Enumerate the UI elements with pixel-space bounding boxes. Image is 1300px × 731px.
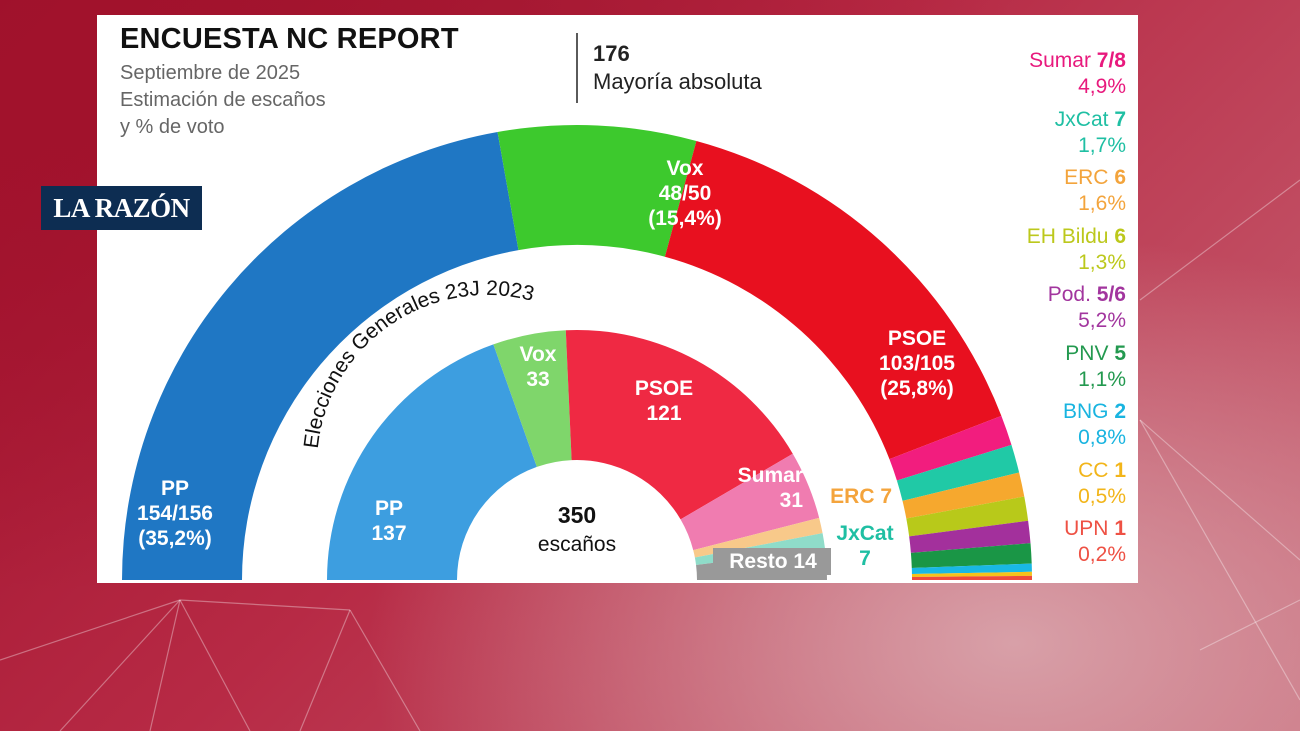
legend-seats: 1	[1114, 517, 1126, 540]
inner-vox-segment	[493, 330, 572, 467]
outer-bng-segment	[911, 563, 1032, 574]
legend-party-name: JxCat 7	[1054, 107, 1126, 131]
legend-vote-pct: 0,5%	[1078, 484, 1126, 508]
inner-vox-label: Vox 33	[520, 343, 557, 391]
legend-party-name: Pod. 5/6	[1047, 283, 1126, 306]
legend-item-pod: Pod. 5/6 5,2%	[946, 282, 1126, 341]
legend-item-eh-bildu: EH Bildu 6 1,3%	[946, 224, 1126, 283]
inner-jxcat-label: JxCat 7	[836, 522, 893, 570]
legend-party-name: PNV 5	[1065, 341, 1126, 365]
legend-item-pnv: PNV 5 1,1%	[946, 341, 1126, 400]
inner-resto-label-bg	[713, 548, 831, 575]
inner-ring	[327, 330, 827, 580]
inner-sumar-label: Sumar 31	[738, 464, 804, 512]
legend-vote-pct: 1,6%	[1078, 192, 1126, 215]
outer-upn-segment	[911, 575, 1032, 580]
legend-party-name: Sumar 7/8	[1029, 49, 1126, 72]
outer-pp-label: PP 154/156 (35,2%)	[137, 477, 213, 550]
legend-item-sumar: Sumar 7/8 4,9%	[946, 48, 1126, 107]
outer-vox-label: Vox 48/50 (15,4%)	[648, 157, 722, 230]
outer-psoe-segment	[664, 140, 1002, 460]
legend-vote-pct: 0,8%	[1078, 426, 1126, 449]
inner-pp-label: PP 137	[371, 497, 406, 545]
legend: Sumar 7/8 4,9% JxCat 7 1,7% ERC 6 1,6% EH Bild…	[946, 48, 1126, 575]
total-seats-number: 350	[558, 502, 596, 528]
inner-sumar-segment	[680, 453, 820, 551]
majority-number: 176	[593, 41, 630, 66]
inner-erc-segment	[693, 517, 823, 558]
subtitle-line-2: Estimación de escaños	[120, 89, 326, 111]
outer-ring	[122, 125, 1032, 580]
chart-labels: PP 154/156 (35,2%) Vox 48/50 (15,4%) PSOE 103/1…	[137, 157, 955, 575]
legend-seats: 5/6	[1096, 283, 1126, 306]
legend-vote-pct: 1,7%	[1078, 133, 1126, 157]
poll-card: Elecciones Generales 23J 2023 PP 154/156(…	[97, 15, 1138, 583]
legend-seats: 7	[1114, 107, 1126, 131]
outer-vox-segment	[497, 125, 697, 257]
outer-cc-segment	[911, 571, 1032, 577]
legend-seats: 6	[1114, 224, 1126, 248]
legend-seats: 1	[1114, 458, 1126, 482]
inner-psoe-label: PSOE 121	[635, 377, 693, 425]
subtitle-date: Septiembre de 2025	[120, 62, 301, 84]
legend-item-cc: CC 1 0,5%	[946, 458, 1126, 517]
outer-erc-segment	[902, 472, 1025, 519]
legend-seats: 6	[1114, 166, 1126, 189]
legend-vote-pct: 1,1%	[1078, 367, 1126, 391]
legend-vote-pct: 4,9%	[1078, 75, 1126, 98]
outer-jxcat-segment	[896, 444, 1020, 501]
legend-item-upn: UPN 1 0,2%	[946, 516, 1126, 575]
majority-label: Mayoría absoluta	[593, 69, 762, 94]
outer-pnv-segment	[910, 543, 1032, 568]
legend-party-name: BNG 2	[1062, 400, 1126, 423]
inner-erc-label: ERC 7	[830, 485, 892, 508]
inner-resto-label: Resto 14	[729, 550, 817, 573]
legend-seats: 7/8	[1096, 49, 1126, 72]
inner-pp-segment	[327, 344, 537, 580]
total-seats-label: escaños	[538, 533, 616, 556]
majority-annotation: 176 Mayoría absoluta	[593, 40, 762, 96]
chart-title: ENCUESTA NC REPORT	[120, 23, 459, 55]
legend-vote-pct: 0,2%	[1078, 543, 1126, 566]
outer-pod-segment	[909, 520, 1031, 553]
legend-item-jxcat: JxCat 7 1,7%	[946, 107, 1126, 166]
legend-vote-pct: 5,2%	[1078, 309, 1126, 332]
legend-seats: 2	[1114, 400, 1126, 423]
legend-party-name: ERC 6	[1064, 166, 1126, 189]
outer-sumar-segment	[889, 415, 1012, 481]
outer-pp-segment	[122, 131, 519, 580]
la-razon-logo: LA RAZÓN	[41, 186, 202, 230]
outer-psoe-label: PSOE 103/105 (25,8%)	[879, 327, 955, 400]
legend-seats: 5	[1114, 341, 1126, 365]
outer-eh-bildu-segment	[906, 496, 1029, 537]
parliament-chart: Elecciones Generales 23J 2023 PP 154/156(…	[122, 33, 1032, 580]
legend-party-name: CC 1	[1078, 458, 1126, 482]
inner-psoe-segment	[565, 330, 793, 520]
legend-item-bng: BNG 2 0,8%	[946, 399, 1126, 458]
legend-party-name: EH Bildu 6	[1026, 224, 1126, 248]
legend-vote-pct: 1,3%	[1078, 250, 1126, 274]
chart-subtitle: Septiembre de 2025 Estimación de escaños…	[120, 60, 326, 141]
subtitle-line-3: y % de voto	[120, 116, 225, 138]
legend-party-name: UPN 1	[1064, 517, 1126, 540]
legend-item-erc: ERC 6 1,6%	[946, 165, 1126, 224]
